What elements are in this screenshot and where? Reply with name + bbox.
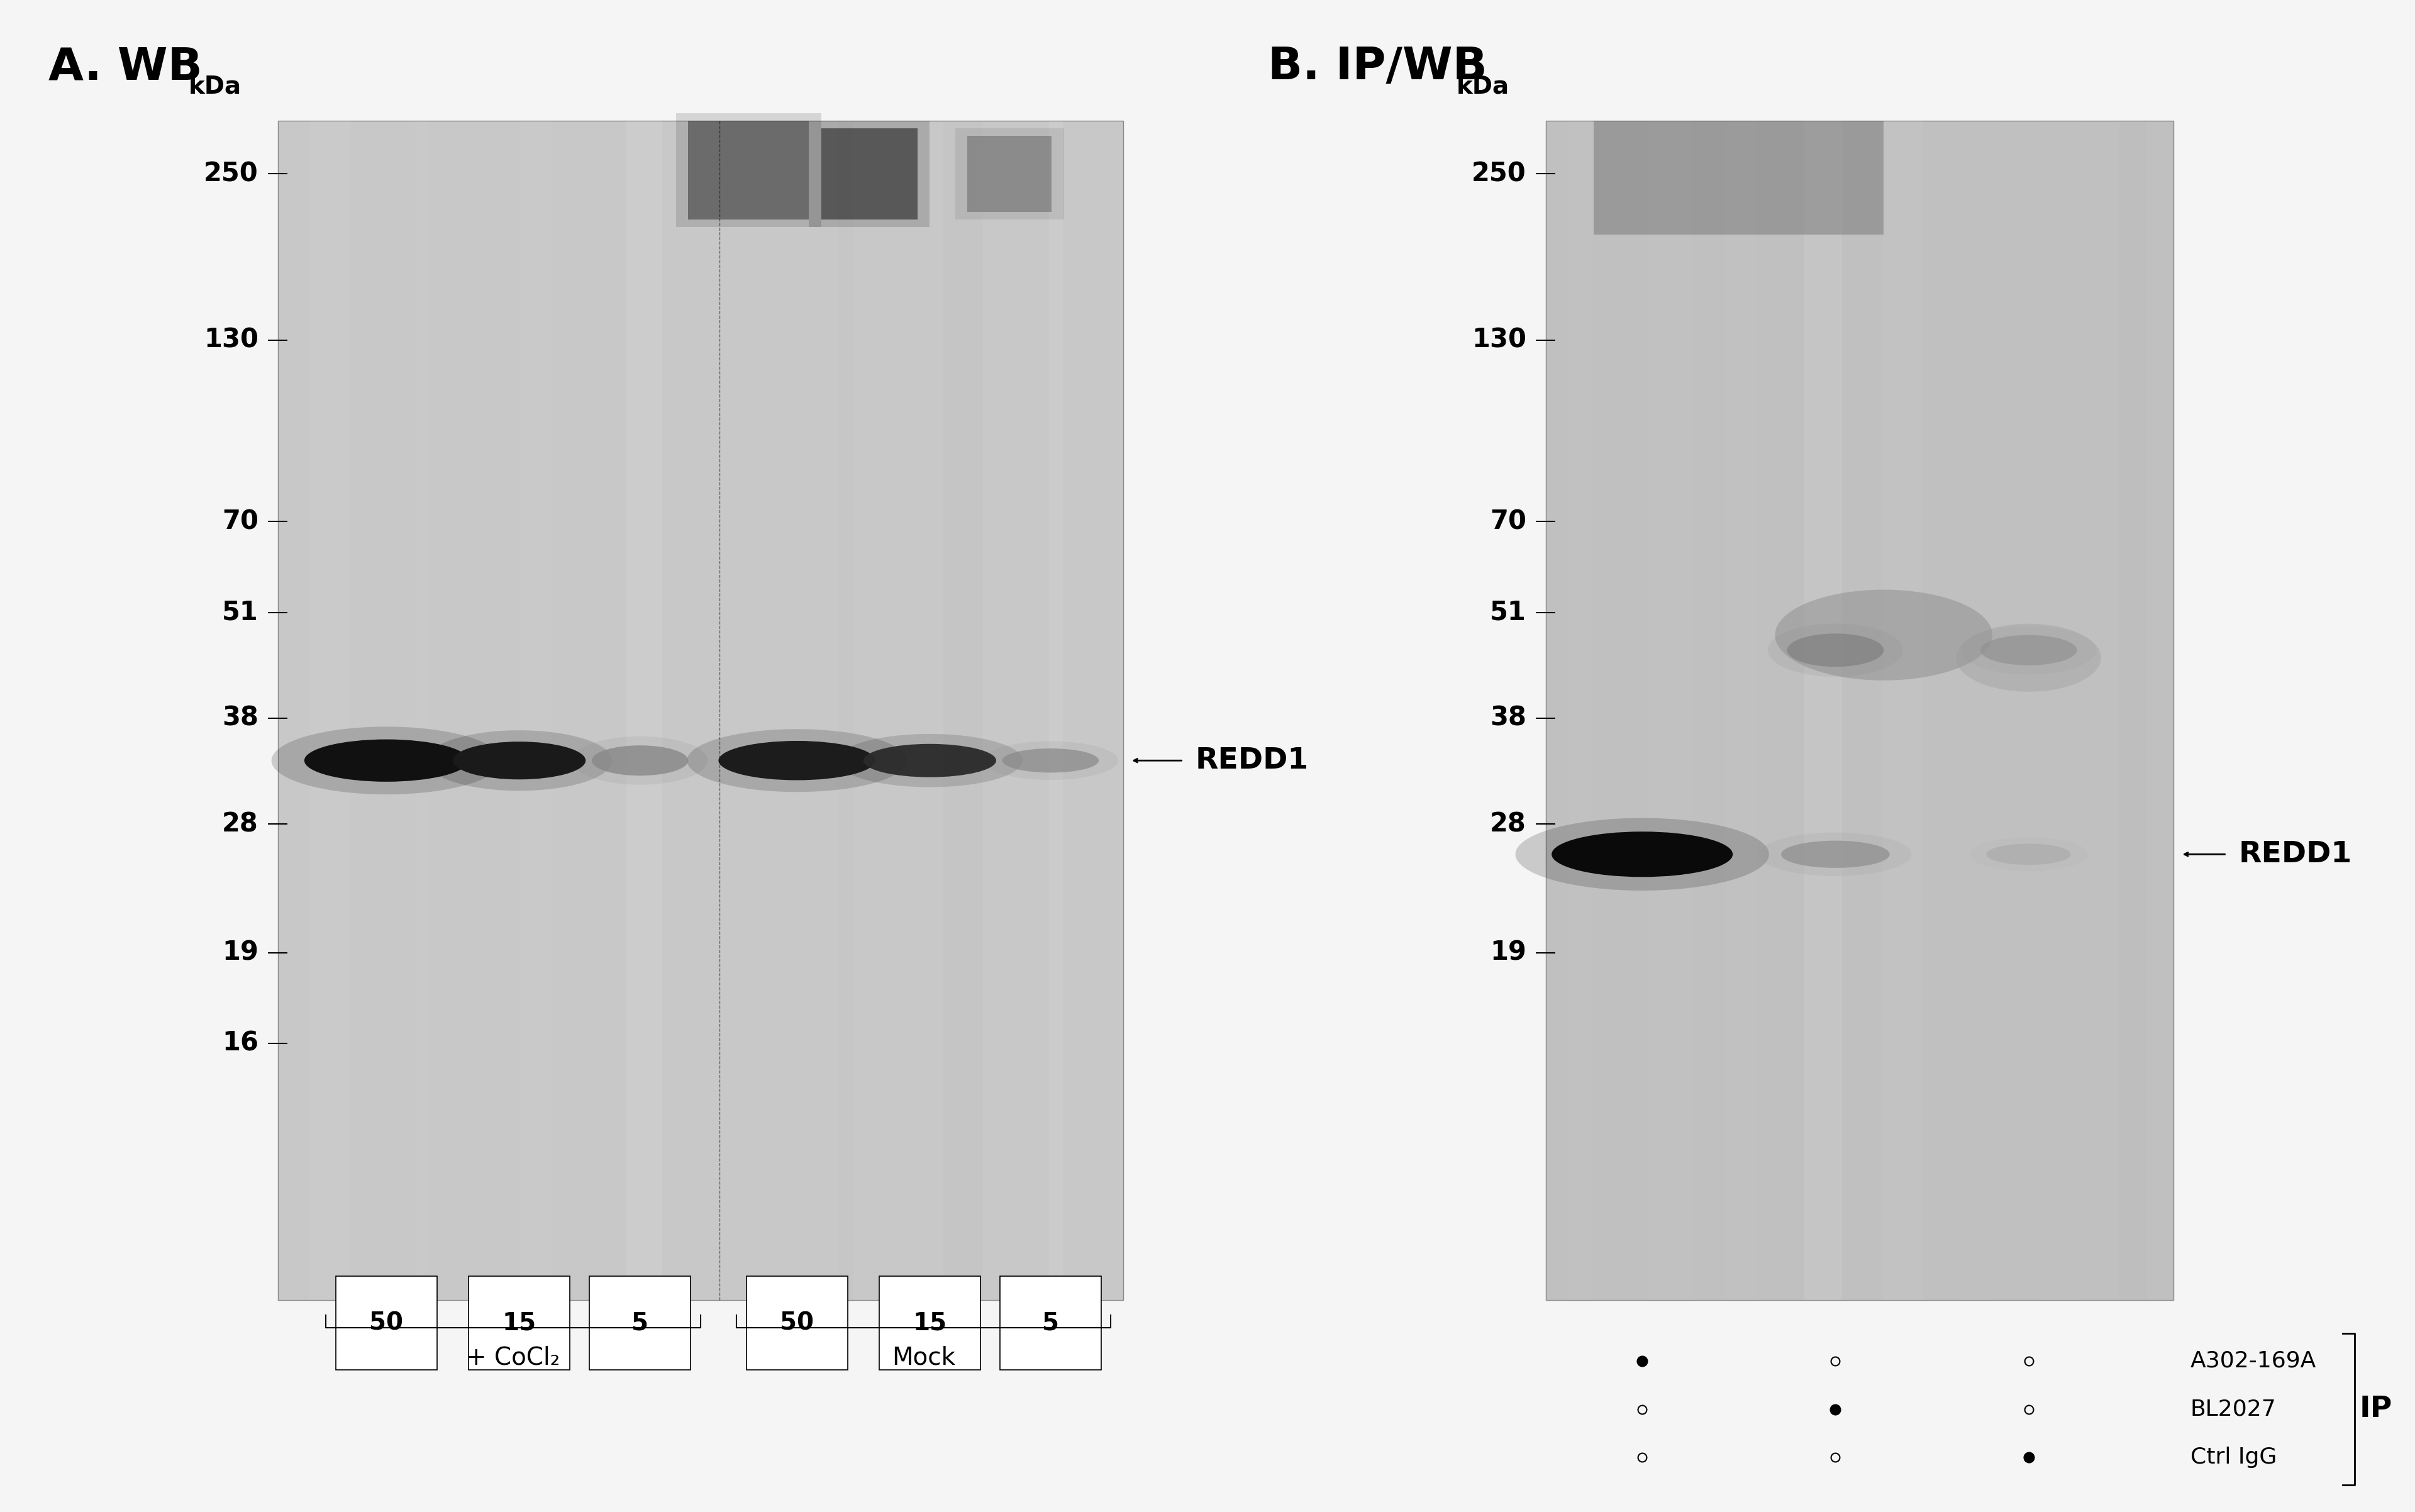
Ellipse shape — [720, 741, 874, 780]
Text: 28: 28 — [1490, 810, 1526, 838]
Text: 15: 15 — [502, 1311, 536, 1335]
Text: IP: IP — [2359, 1396, 2393, 1423]
Bar — [1727, 121, 1758, 1300]
FancyBboxPatch shape — [469, 1276, 570, 1370]
FancyBboxPatch shape — [746, 1276, 848, 1370]
Bar — [2041, 121, 2077, 1300]
Text: 5: 5 — [1041, 1311, 1060, 1335]
Bar — [1594, 121, 1884, 234]
Text: 15: 15 — [913, 1311, 947, 1335]
FancyBboxPatch shape — [1000, 1276, 1101, 1370]
Text: kDa: kDa — [1456, 74, 1509, 98]
Ellipse shape — [270, 727, 502, 794]
Text: A. WB: A. WB — [48, 45, 203, 89]
Ellipse shape — [686, 729, 908, 792]
Text: Mock: Mock — [891, 1346, 956, 1370]
Text: 250: 250 — [1471, 160, 1526, 187]
Bar — [838, 121, 852, 1300]
Text: 70: 70 — [222, 508, 258, 535]
Ellipse shape — [454, 742, 587, 780]
Bar — [732, 121, 773, 1300]
Ellipse shape — [1517, 818, 1768, 891]
Text: 250: 250 — [203, 160, 258, 187]
Bar — [522, 121, 551, 1300]
Text: 38: 38 — [1490, 705, 1526, 732]
Text: Ctrl IgG: Ctrl IgG — [2190, 1447, 2277, 1468]
Text: REDD1: REDD1 — [2239, 841, 2352, 868]
Bar — [1570, 121, 1591, 1300]
Ellipse shape — [1961, 626, 2096, 674]
Text: 38: 38 — [222, 705, 258, 732]
FancyBboxPatch shape — [336, 1276, 437, 1370]
Ellipse shape — [592, 745, 688, 776]
Ellipse shape — [1553, 832, 1734, 877]
Text: BL2027: BL2027 — [2190, 1399, 2277, 1420]
Bar — [1546, 121, 2174, 1300]
Text: 130: 130 — [1471, 327, 1526, 354]
Text: kDa: kDa — [188, 74, 242, 98]
Bar — [2118, 121, 2147, 1300]
Bar — [821, 129, 918, 219]
Ellipse shape — [1787, 634, 1884, 667]
Bar — [278, 121, 1123, 1300]
Bar — [688, 121, 809, 219]
Text: 50: 50 — [369, 1311, 403, 1335]
Bar — [1884, 121, 1922, 1300]
Bar — [676, 113, 821, 227]
Text: 51: 51 — [222, 599, 258, 626]
Bar — [1647, 121, 1690, 1300]
Ellipse shape — [1985, 844, 2070, 865]
Bar — [415, 121, 427, 1300]
Text: 70: 70 — [1490, 508, 1526, 535]
Text: 51: 51 — [1490, 599, 1526, 626]
Text: 19: 19 — [1490, 939, 1526, 966]
Ellipse shape — [838, 733, 1024, 788]
FancyBboxPatch shape — [879, 1276, 980, 1370]
Text: + CoCl₂: + CoCl₂ — [466, 1346, 560, 1370]
Bar — [966, 136, 1053, 212]
Bar — [944, 121, 983, 1300]
Ellipse shape — [1775, 590, 1992, 680]
Ellipse shape — [1002, 748, 1099, 773]
Bar — [1961, 121, 1992, 1300]
Ellipse shape — [1971, 838, 2087, 871]
Bar — [954, 129, 1063, 219]
Ellipse shape — [304, 739, 469, 782]
Bar — [625, 121, 662, 1300]
Text: 5: 5 — [630, 1311, 650, 1335]
Text: 16: 16 — [222, 1030, 258, 1057]
Text: B. IP/WB: B. IP/WB — [1268, 45, 1488, 89]
Text: 50: 50 — [780, 1311, 814, 1335]
Text: 130: 130 — [203, 327, 258, 354]
Ellipse shape — [983, 741, 1118, 780]
Ellipse shape — [1980, 635, 2077, 665]
Bar — [1048, 121, 1063, 1300]
Bar — [309, 121, 350, 1300]
Ellipse shape — [1758, 833, 1913, 875]
Bar — [1804, 121, 1843, 1300]
Text: 28: 28 — [222, 810, 258, 838]
Text: A302-169A: A302-169A — [2190, 1350, 2316, 1371]
Ellipse shape — [572, 736, 708, 785]
Ellipse shape — [1768, 623, 1903, 677]
Ellipse shape — [1782, 841, 1891, 868]
Ellipse shape — [1956, 624, 2101, 692]
Ellipse shape — [425, 730, 613, 791]
Ellipse shape — [865, 744, 995, 777]
Text: 19: 19 — [222, 939, 258, 966]
FancyBboxPatch shape — [589, 1276, 691, 1370]
Bar — [809, 121, 930, 227]
Text: REDD1: REDD1 — [1195, 747, 1309, 774]
